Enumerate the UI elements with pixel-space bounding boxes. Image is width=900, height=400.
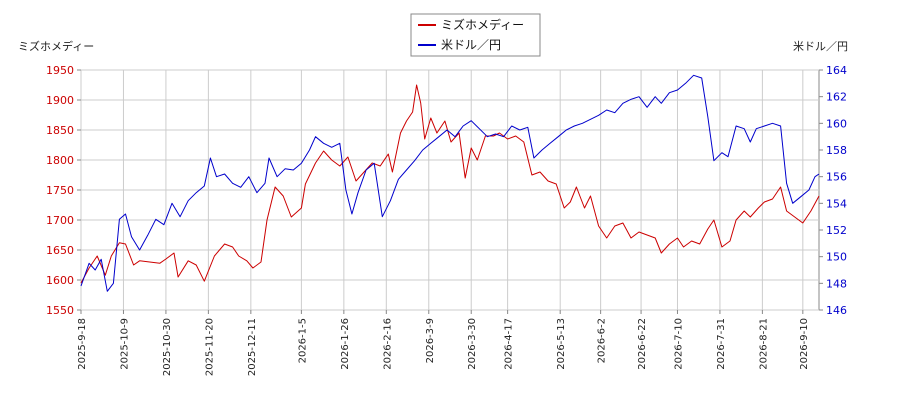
right-tick-label: 160: [826, 117, 847, 130]
left-tick-label: 1650: [46, 244, 74, 257]
right-tick-label: 156: [826, 171, 847, 184]
series-line-1: [80, 74, 820, 292]
right-axis-ticks: 146 148 150 152 154 156 158 160 162 164: [819, 64, 847, 317]
x-tick-label: 2026-9-10: [799, 318, 810, 370]
legend-label-series-0: ミズホメディー: [441, 17, 524, 32]
right-tick-label: 164: [826, 64, 847, 77]
x-tick-label: 2026-4-17: [504, 318, 515, 370]
left-axis-title: ミズホメディー: [18, 39, 94, 53]
x-tick-label: 2026-3-9: [425, 318, 436, 363]
x-tick-label: 2026-7-10: [673, 318, 684, 370]
right-tick-label: 152: [826, 224, 847, 237]
legend-label-series-1: 米ドル／円: [441, 38, 501, 52]
x-tick-label: 2025-10-30: [162, 318, 173, 376]
right-tick-label: 162: [826, 91, 847, 104]
right-tick-label: 158: [826, 144, 847, 157]
x-tick-label: 2025-12-11: [247, 318, 258, 376]
legend-box: [410, 13, 541, 57]
x-tick-label: 2026-6-2: [597, 318, 608, 363]
x-tick-label: 2026-1-5: [297, 318, 308, 363]
series-layer: [80, 74, 820, 292]
x-tick-label: 2026-7-31: [716, 318, 727, 370]
series-line-0: [80, 84, 820, 284]
x-tick-label: 2026-6-22: [637, 318, 648, 370]
right-tick-label: 146: [826, 304, 847, 317]
right-tick-label: 150: [826, 251, 847, 264]
left-axis-ticks: 1550 1600 1650 1700 1750 1800 1850 1900 1950: [46, 64, 81, 317]
x-tick-label: 2025-9-18: [77, 318, 88, 370]
x-tick-label: 2026-3-30: [467, 318, 478, 370]
left-tick-label: 1750: [46, 184, 74, 197]
x-tick-label: 2026-1-26: [340, 318, 351, 370]
left-tick-label: 1850: [46, 124, 74, 137]
x-tick-label: 2026-2-16: [382, 318, 393, 370]
right-tick-label: 148: [826, 277, 847, 290]
left-tick-label: 1550: [46, 304, 74, 317]
x-tick-label: 2026-5-13: [556, 318, 567, 370]
right-tick-label: 154: [826, 197, 847, 210]
x-axis-ticks: 2025-9-18 2025-10-9 2025-10-30 2025-11-20 20…: [77, 310, 810, 376]
x-tick-label: 2026-8-21: [758, 318, 769, 370]
right-axis-title: 米ドル／円: [793, 40, 848, 53]
left-tick-label: 1900: [46, 94, 74, 107]
left-tick-label: 1600: [46, 274, 74, 287]
x-tick-label: 2025-10-9: [119, 318, 130, 370]
x-tick-label: 2025-11-20: [204, 318, 215, 376]
left-tick-label: 1950: [46, 64, 74, 77]
left-tick-label: 1800: [46, 154, 74, 167]
legend: ミズホメディー 米ドル／円: [410, 13, 541, 57]
left-tick-label: 1700: [46, 214, 74, 227]
